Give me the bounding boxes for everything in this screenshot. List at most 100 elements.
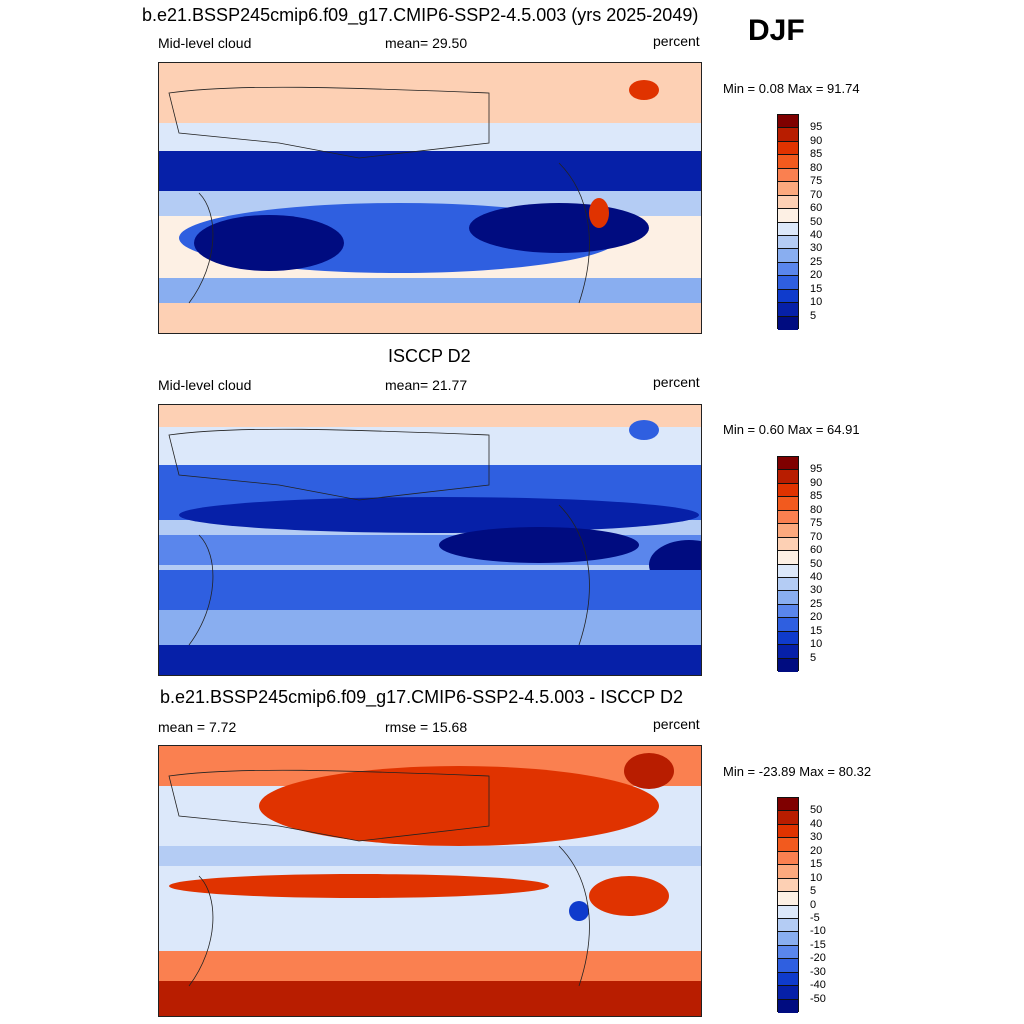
colorbar-box bbox=[778, 262, 798, 277]
colorbar-box bbox=[778, 155, 798, 169]
colorbar-box bbox=[778, 658, 798, 672]
colorbar-box bbox=[778, 470, 798, 484]
colorbar-box bbox=[778, 551, 798, 565]
colorbar-box bbox=[778, 851, 798, 866]
colorbar-box bbox=[778, 303, 798, 317]
colorbar-tick-label: 30 bbox=[810, 242, 823, 255]
colorbar-tick-label: 30 bbox=[810, 584, 823, 597]
colorbar-box bbox=[778, 276, 798, 290]
colorbar-tick-label: 15 bbox=[810, 282, 823, 295]
colorbar-box bbox=[778, 564, 798, 578]
panel2-title: ISCCP D2 bbox=[388, 346, 471, 366]
colorbar-box bbox=[778, 182, 798, 196]
colorbar-tick-label: 40 bbox=[810, 817, 823, 830]
colorbar-box bbox=[778, 986, 798, 1000]
colorbar-box bbox=[778, 932, 798, 946]
colorbar-tick-label: 20 bbox=[810, 844, 823, 857]
colorbar-tick-label: 70 bbox=[810, 188, 823, 201]
colorbar-tick-label: -40 bbox=[810, 979, 826, 992]
colorbar-tick-label: 85 bbox=[810, 490, 823, 503]
panel3-title: b.e21.BSSP245cmip6.f09_g17.CMIP6-SSP2-4.… bbox=[160, 687, 683, 707]
panel1-variable-label: Mid-level cloud bbox=[158, 35, 252, 51]
colorbar-box bbox=[778, 631, 798, 646]
colorbar-tick-label: 95 bbox=[810, 463, 823, 476]
panel2-map bbox=[158, 404, 702, 676]
colorbar-tick-label: 40 bbox=[810, 570, 823, 583]
colorbar-box bbox=[778, 316, 798, 330]
colorbar-tick-label: 15 bbox=[810, 858, 823, 871]
panel2-colorbar bbox=[777, 456, 799, 672]
colorbar-tick-label: 85 bbox=[810, 148, 823, 161]
panel1-title: b.e21.BSSP245cmip6.f09_g17.CMIP6-SSP2-4.… bbox=[142, 5, 699, 25]
panel1-map-region bbox=[159, 63, 701, 123]
colorbar-box bbox=[778, 537, 798, 552]
colorbar-box bbox=[778, 811, 798, 825]
colorbar-box bbox=[778, 798, 798, 812]
colorbar-box bbox=[778, 195, 798, 210]
colorbar-tick-label: 20 bbox=[810, 269, 823, 282]
colorbar-box bbox=[778, 249, 798, 263]
colorbar-tick-label: 60 bbox=[810, 202, 823, 215]
colorbar-tick-label: 70 bbox=[810, 530, 823, 543]
colorbar-box bbox=[778, 209, 798, 223]
colorbar-box bbox=[778, 577, 798, 592]
colorbar-tick-label: 75 bbox=[810, 175, 823, 188]
colorbar-box bbox=[778, 141, 798, 156]
panel1-mean-label: mean= 29.50 bbox=[385, 35, 468, 51]
colorbar-box bbox=[778, 905, 798, 919]
colorbar-box bbox=[778, 878, 798, 893]
colorbar-tick-label: 20 bbox=[810, 611, 823, 624]
panel2-mean-label: mean= 21.77 bbox=[385, 377, 468, 393]
colorbar-box bbox=[778, 457, 798, 471]
colorbar-box bbox=[778, 235, 798, 250]
colorbar-tick-label: -20 bbox=[810, 952, 826, 965]
colorbar-tick-label: 10 bbox=[810, 871, 823, 884]
colorbar-box bbox=[778, 524, 798, 538]
colorbar-tick-label: 5 bbox=[810, 885, 817, 898]
colorbar-tick-label: 30 bbox=[810, 831, 823, 844]
colorbar-box bbox=[778, 838, 798, 852]
colorbar-tick-label: 10 bbox=[810, 638, 823, 651]
season-label: DJF bbox=[748, 14, 805, 47]
colorbar-tick-label: 90 bbox=[810, 476, 823, 489]
colorbar-box bbox=[778, 115, 798, 129]
colorbar-tick-label: 5 bbox=[810, 309, 817, 322]
colorbar-box bbox=[778, 604, 798, 619]
colorbar-box bbox=[778, 959, 798, 973]
colorbar-tick-label: 0 bbox=[810, 898, 817, 911]
colorbar-tick-label: -10 bbox=[810, 925, 826, 938]
colorbar-box bbox=[778, 645, 798, 659]
colorbar-tick-label: 40 bbox=[810, 228, 823, 241]
panel3-mean-label: mean = 7.72 bbox=[158, 719, 237, 735]
colorbar-tick-label: 25 bbox=[810, 255, 823, 268]
colorbar-tick-label: 60 bbox=[810, 544, 823, 557]
colorbar-tick-label: 95 bbox=[810, 121, 823, 134]
colorbar-tick-label: 5 bbox=[810, 651, 817, 664]
colorbar-box bbox=[778, 510, 798, 525]
colorbar-tick-label: 80 bbox=[810, 161, 823, 174]
panel1-map bbox=[158, 62, 702, 334]
panel2-units-label: percent bbox=[653, 374, 700, 390]
colorbar-tick-label: -15 bbox=[810, 938, 826, 951]
panel1-colorbar bbox=[777, 114, 799, 330]
colorbar-box bbox=[778, 972, 798, 987]
colorbar-box bbox=[778, 483, 798, 498]
colorbar-tick-label: 75 bbox=[810, 517, 823, 530]
colorbar-tick-label: 15 bbox=[810, 624, 823, 637]
colorbar-box bbox=[778, 168, 798, 183]
colorbar-box bbox=[778, 999, 798, 1013]
colorbar-box bbox=[778, 918, 798, 933]
colorbar-tick-label: 80 bbox=[810, 503, 823, 516]
colorbar-box bbox=[778, 591, 798, 605]
colorbar-tick-label: 50 bbox=[810, 804, 823, 817]
colorbar-box bbox=[778, 824, 798, 839]
colorbar-tick-label: 50 bbox=[810, 557, 823, 570]
panel3-colorbar bbox=[777, 797, 799, 1013]
colorbar-tick-label: 25 bbox=[810, 597, 823, 610]
panel3-units-label: percent bbox=[653, 716, 700, 732]
colorbar-tick-label: 50 bbox=[810, 215, 823, 228]
panel2-variable-label: Mid-level cloud bbox=[158, 377, 252, 393]
colorbar-box bbox=[778, 289, 798, 304]
colorbar-tick-label: -5 bbox=[810, 911, 820, 924]
panel3-rmse-label: rmse = 15.68 bbox=[385, 719, 468, 735]
